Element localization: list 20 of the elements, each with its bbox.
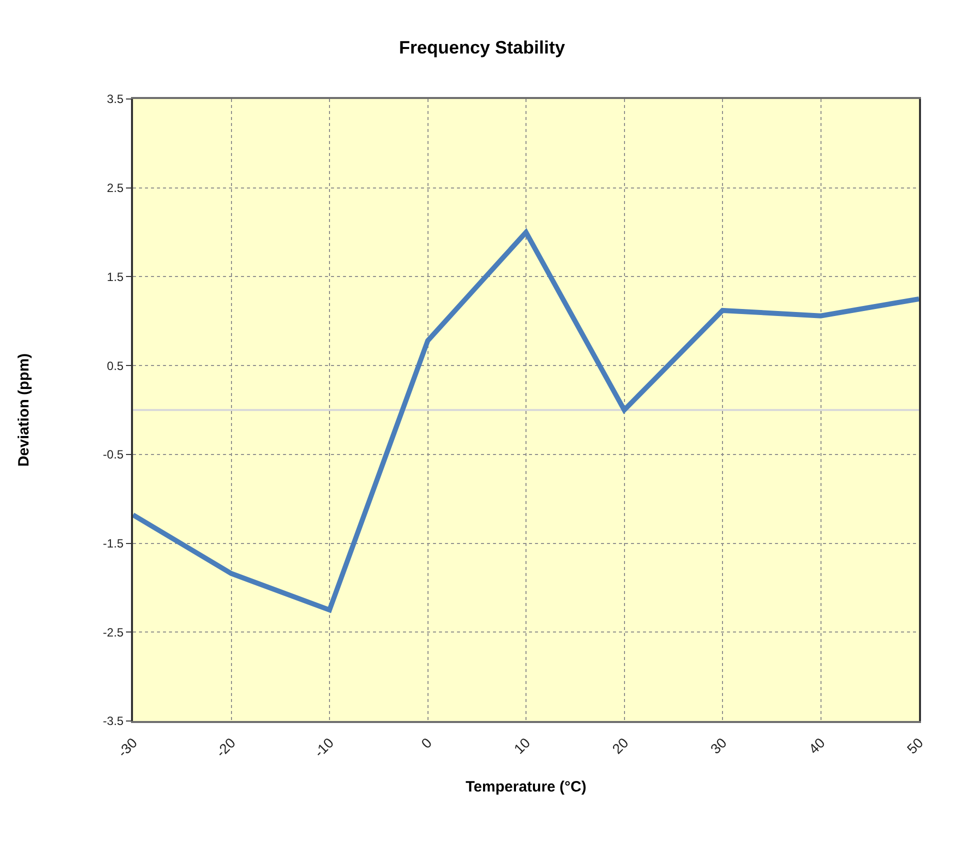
x-tick-label: 0: [418, 734, 435, 752]
x-axis-title: Temperature (°C): [466, 778, 586, 796]
y-tick-label: 0.5: [106, 358, 124, 373]
x-tick-label: 40: [805, 734, 828, 757]
y-tick-label: -0.5: [102, 448, 124, 462]
x-tick-label: -10: [310, 734, 337, 760]
x-tick-label: -30: [114, 734, 140, 760]
x-tick-label: -20: [212, 734, 238, 760]
x-tick-label: 50: [904, 734, 926, 757]
y-tick-label: 1.5: [106, 270, 124, 284]
x-tick-label: 30: [707, 734, 730, 757]
y-tick-label: -2.5: [102, 625, 124, 640]
x-tick-label: 10: [510, 734, 534, 757]
y-axis-title: Deviation (ppm): [16, 353, 33, 467]
y-tick-label: -3.5: [102, 714, 124, 728]
y-tick-label: 2.5: [106, 181, 124, 196]
x-tick-label: 20: [608, 734, 632, 757]
chart-title: Frequency Stability: [398, 37, 566, 58]
y-tick-label: 3.5: [106, 92, 124, 106]
y-tick-label: -1.5: [102, 536, 124, 550]
